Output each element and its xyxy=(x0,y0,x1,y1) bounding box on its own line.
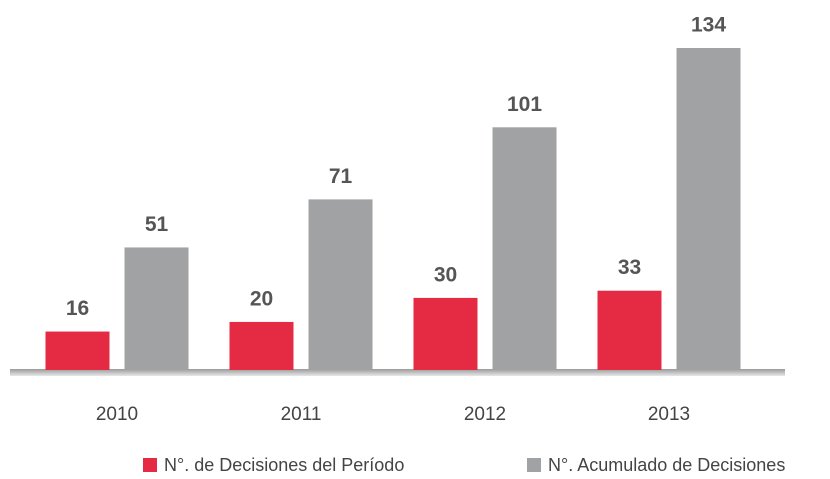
data-label: 30 xyxy=(434,263,457,286)
bar xyxy=(308,199,373,370)
data-label: 101 xyxy=(507,93,542,116)
x-tick-label: 2012 xyxy=(464,404,506,425)
x-tick-label: 2010 xyxy=(96,404,138,425)
legend-label: N°. de Decisiones del Período xyxy=(164,455,404,475)
x-tick-label: 2013 xyxy=(648,404,690,425)
x-axis-line xyxy=(10,369,785,376)
data-label: 71 xyxy=(329,165,353,188)
bar xyxy=(413,297,478,370)
data-label: 33 xyxy=(618,256,641,279)
legend-swatch xyxy=(527,458,541,472)
bar xyxy=(492,127,557,370)
bar xyxy=(676,48,741,370)
bar xyxy=(229,321,294,370)
legend-swatch xyxy=(143,458,157,472)
legend-label: N°. Acumulado de Decisiones xyxy=(548,455,785,475)
data-label: 51 xyxy=(145,213,169,236)
data-label: 20 xyxy=(250,287,273,310)
x-tick-label: 2011 xyxy=(281,404,322,425)
data-label: 134 xyxy=(691,14,726,37)
bar xyxy=(597,290,662,370)
bar xyxy=(45,331,110,370)
bar xyxy=(124,247,189,370)
data-label: 16 xyxy=(66,297,89,320)
